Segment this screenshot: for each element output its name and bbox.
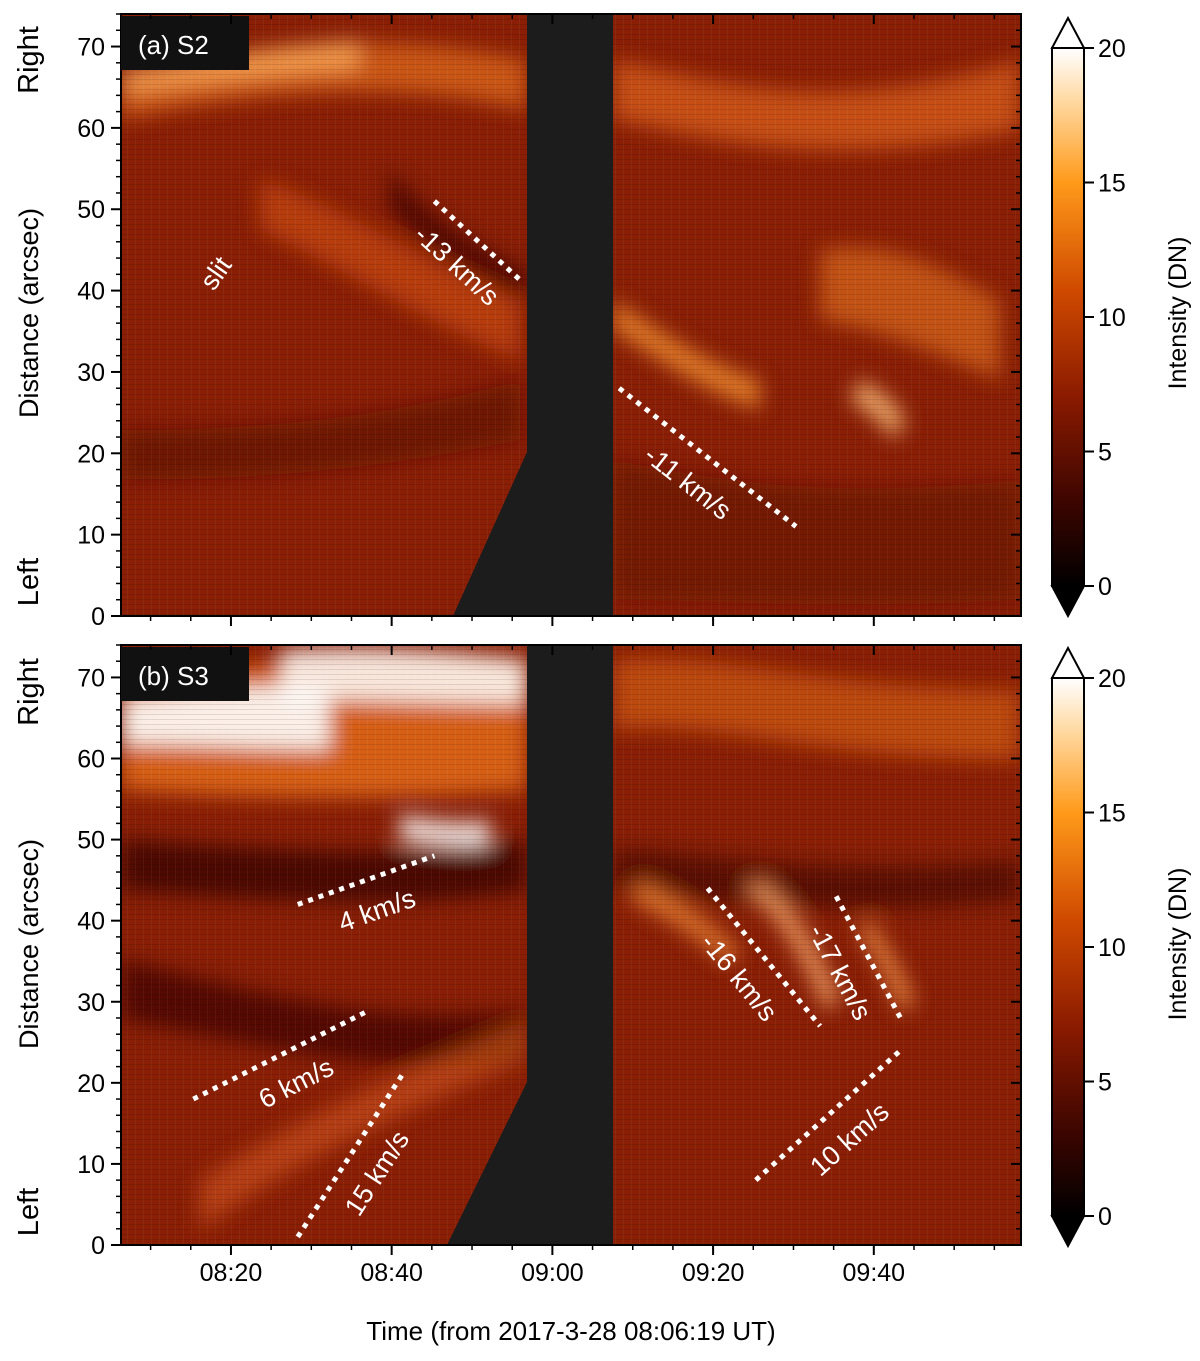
colorbar-b-bar (1051, 677, 1085, 1217)
x-tick-label: 09:40 (843, 1259, 906, 1287)
colorbar-b: 0 5 10 15 20 Intensity (DN) (1050, 645, 1192, 1249)
panel-b-velocity-line (192, 1007, 372, 1102)
panel-a-ytick-label: 30 (77, 359, 105, 387)
colorbar-a-label: Intensity (DN) (1164, 237, 1192, 390)
panel-b-axes: 0 10 20 30 40 50 60 70 08:20 08:40 09:00 09:20 09:40 (77, 644, 1021, 1287)
panel-a-frame (120, 13, 1022, 617)
x-tick-label: 08:40 (360, 1259, 423, 1287)
panel-a-ytick-label: 0 (91, 603, 105, 631)
panel-a-ytick-label: 20 (77, 440, 105, 468)
panel-a-velocity-line (432, 199, 525, 285)
panel-b-colorbar-tick-label: 5 (1098, 1069, 1112, 1097)
panel-a-ytick-label: 10 (77, 522, 105, 550)
panel-a-colorbar-tick-label: 0 (1098, 573, 1112, 601)
panel-b: (b) S3 0 10 20 30 40 50 60 70 08:20 08:40 09:00 09:… (13, 644, 1022, 1287)
panel-a-ytick-label: 40 (77, 278, 105, 306)
panel-b-ytick-label: 10 (77, 1151, 105, 1179)
panel-b-colorbar-tick-label: 10 (1098, 934, 1126, 962)
panel-b-ylabel-left: Left (13, 1188, 45, 1236)
panel-a-ylabel-left: Left (13, 558, 45, 606)
panel-b-data-gap (447, 645, 613, 1245)
colorbar-b-extend-max (1050, 645, 1086, 679)
x-tick-label: 09:00 (521, 1259, 584, 1287)
panel-b-ylabel-right: Right (13, 658, 45, 726)
panel-b-ytick-label: 30 (77, 989, 105, 1017)
panel-b-ytick-label: 50 (77, 827, 105, 855)
colorbar-a: 0 5 10 15 20 Intensity (DN) (1050, 15, 1192, 619)
panel-b-colorbar-tick-label: 15 (1098, 800, 1126, 828)
panel-a-ylabel-right: Right (13, 26, 45, 94)
panel-a-axes: 0 10 20 30 40 50 60 70 (77, 13, 1021, 631)
panel-b-ytick-label: 70 (77, 664, 105, 692)
panel-b-colorbar-tick-label: 0 (1098, 1203, 1112, 1231)
panel-a-heatmap (121, 14, 1021, 616)
panel-a-colorbar-tick-label: 10 (1098, 304, 1126, 332)
x-tick-label: 09:20 (682, 1259, 745, 1287)
panel-a-data-gap (453, 14, 613, 616)
panel-a-colorbar-tick-label: 5 (1098, 439, 1112, 467)
panel-b-ylabel: Distance (arcsec) (14, 839, 44, 1049)
panel-a-label: (a) S2 (138, 30, 209, 60)
panel-b-ytick-label: 20 (77, 1070, 105, 1098)
panel-b-velocity-line (833, 895, 903, 1020)
panel-b-ytick-label: 60 (77, 746, 105, 774)
panel-a-ytick-label: 60 (77, 115, 105, 143)
colorbar-b-label: Intensity (DN) (1164, 868, 1192, 1021)
panel-b-ytick-label: 0 (91, 1232, 105, 1260)
panel-b-ytick-label: 40 (77, 908, 105, 936)
panel-b-velocity-line (705, 886, 823, 1028)
panel-b-frame (120, 644, 1022, 1246)
panel-b-colorbar-tick-label: 20 (1098, 665, 1126, 693)
x-axis-label: Time (from 2017-3-28 08:06:19 UT) (366, 1316, 775, 1346)
colorbar-a-extend-min (1050, 585, 1086, 619)
x-tick-label: 08:20 (200, 1259, 263, 1287)
panel-a-ytick-label: 70 (77, 34, 105, 62)
panel-a-ytick-label: 50 (77, 196, 105, 224)
panel-a-colorbar-tick-label: 15 (1098, 170, 1126, 198)
colorbar-b-extend-min (1050, 1215, 1086, 1249)
colorbar-b-ticks: 0 5 10 15 20 (1084, 665, 1126, 1231)
colorbar-a-bar (1051, 47, 1085, 587)
panel-a-colorbar-tick-label: 20 (1098, 35, 1126, 63)
panel-a-ylabel: Distance (arcsec) (14, 208, 44, 418)
panel-a-label-box (121, 16, 249, 70)
panel-b-label: (b) S3 (138, 661, 209, 691)
colorbar-a-ticks: 0 5 10 15 20 (1084, 35, 1126, 601)
panel-b-label-box (121, 647, 249, 701)
panel-a-velocity-line (617, 386, 798, 529)
panel-b-velocity-line (296, 853, 436, 907)
panel-b-heatmap (121, 645, 1021, 1245)
colorbar-a-extend-max (1050, 15, 1086, 49)
